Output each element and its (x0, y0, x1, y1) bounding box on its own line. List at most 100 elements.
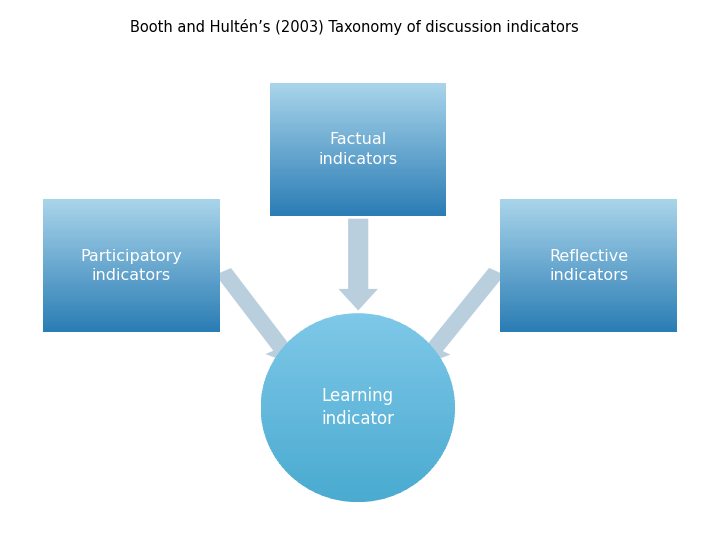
Bar (270, 90, 446, 92)
Bar (261, 343, 455, 348)
Bar (43, 327, 220, 330)
Bar (43, 246, 220, 248)
Bar (43, 256, 220, 259)
Bar (500, 244, 677, 246)
Bar (270, 118, 446, 121)
Bar (270, 149, 446, 152)
Bar (500, 321, 677, 323)
Bar (270, 140, 446, 143)
Bar (270, 130, 446, 132)
Bar (500, 312, 677, 314)
Bar (43, 244, 220, 246)
Bar (270, 205, 446, 207)
Bar (500, 292, 677, 295)
Bar (500, 215, 677, 218)
Bar (43, 234, 220, 237)
Bar (261, 353, 455, 357)
Bar (270, 202, 446, 205)
Bar (43, 248, 220, 251)
Bar (261, 438, 455, 442)
Bar (270, 99, 446, 102)
Bar (500, 309, 677, 312)
Bar (261, 325, 455, 329)
Bar (261, 360, 455, 363)
Bar (43, 228, 220, 231)
Bar (270, 178, 446, 181)
Bar (270, 171, 446, 174)
Bar (261, 315, 455, 320)
Bar (500, 210, 677, 213)
Bar (270, 143, 446, 145)
Bar (270, 193, 446, 196)
Bar (270, 209, 446, 212)
Bar (500, 263, 677, 266)
Bar (270, 138, 446, 141)
Text: Factual
indicators: Factual indicators (319, 132, 397, 167)
Bar (270, 176, 446, 179)
Bar (500, 305, 677, 308)
Bar (270, 114, 446, 117)
Bar (500, 285, 677, 288)
Bar (43, 204, 220, 206)
Bar (43, 259, 220, 261)
Bar (500, 266, 677, 268)
Bar (500, 219, 677, 222)
Bar (43, 250, 220, 253)
Bar (270, 120, 446, 124)
Bar (43, 208, 220, 211)
Bar (500, 307, 677, 310)
Bar (270, 127, 446, 130)
Bar (43, 237, 220, 240)
Bar (500, 287, 677, 290)
Bar (500, 256, 677, 259)
Bar (261, 362, 455, 367)
Bar (270, 185, 446, 187)
Bar (270, 147, 446, 150)
Bar (270, 125, 446, 128)
Bar (43, 239, 220, 242)
Bar (43, 299, 220, 301)
Bar (261, 416, 455, 420)
Bar (261, 400, 455, 404)
Bar (43, 274, 220, 277)
Bar (261, 435, 455, 439)
Bar (270, 207, 446, 210)
Bar (500, 199, 677, 202)
Bar (270, 213, 446, 216)
Bar (500, 248, 677, 251)
Bar (261, 350, 455, 354)
Bar (500, 201, 677, 204)
Bar (43, 279, 220, 281)
Bar (270, 158, 446, 161)
Bar (270, 112, 446, 114)
Bar (43, 289, 220, 293)
Bar (261, 495, 455, 499)
Bar (261, 347, 455, 351)
Bar (500, 254, 677, 257)
Bar (43, 219, 220, 222)
Bar (43, 206, 220, 208)
Bar (261, 419, 455, 423)
Bar (270, 103, 446, 106)
Bar (261, 356, 455, 361)
Bar (43, 287, 220, 290)
Bar (270, 94, 446, 97)
Bar (270, 163, 446, 165)
Bar (43, 329, 220, 332)
Bar (270, 105, 446, 108)
Bar (43, 210, 220, 213)
Bar (500, 237, 677, 240)
Bar (43, 261, 220, 264)
Bar (261, 454, 455, 458)
Bar (43, 215, 220, 218)
Bar (500, 206, 677, 208)
Bar (500, 283, 677, 286)
Bar (500, 276, 677, 279)
Bar (270, 96, 446, 99)
Bar (261, 473, 455, 477)
Bar (43, 272, 220, 275)
Bar (261, 426, 455, 430)
Bar (261, 319, 455, 322)
Bar (500, 224, 677, 226)
Bar (500, 314, 677, 316)
